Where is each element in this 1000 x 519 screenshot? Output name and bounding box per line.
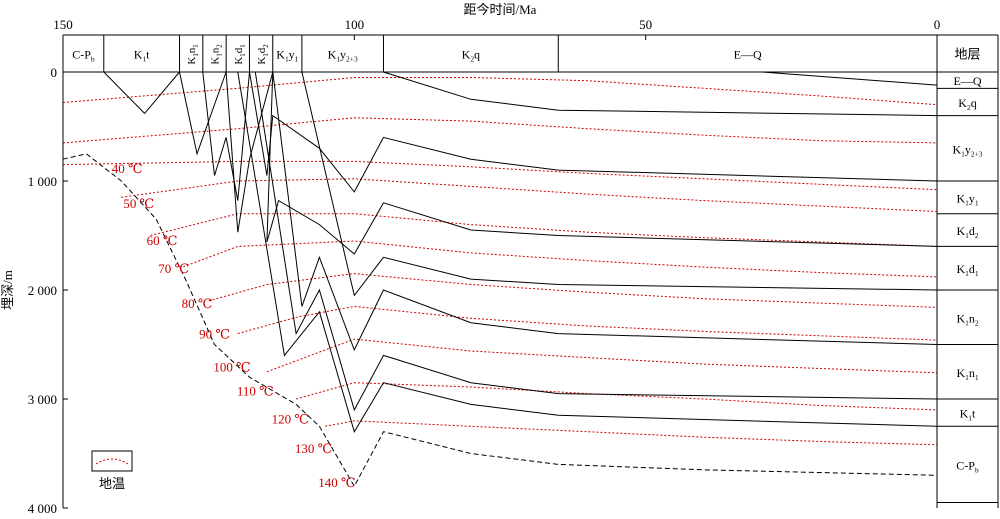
isotherm-label: 90 ℃ xyxy=(199,327,230,342)
isotherm-layer xyxy=(62,77,938,446)
isotherm-line xyxy=(208,273,938,308)
isotherm-label: 80 ℃ xyxy=(182,296,213,311)
basement-burial-curve xyxy=(62,153,938,488)
isotherm-label: 140 ℃ xyxy=(318,475,355,490)
header-unit-label: K1d2 xyxy=(256,44,270,65)
isotherm-line xyxy=(62,160,938,191)
strata-unit-label: K1n1 xyxy=(956,366,978,382)
strata-unit-label: K1y1 xyxy=(956,191,978,207)
strata-unit-label: C-Pb xyxy=(956,458,979,474)
y-tick-label: 2 000 xyxy=(28,283,57,298)
y-axis-title: 埋深/m xyxy=(0,270,15,310)
burial-curve xyxy=(237,71,938,433)
strata-unit-label: K1d1 xyxy=(956,262,978,278)
strata-column: E—Q K2q K1y2+3 K1y1 K1d2 K1d1 K1n2 K1n1 K1t C-Pb xyxy=(937,74,998,504)
strata-unit-label: K1d2 xyxy=(956,224,978,240)
strata-unit-label: K1n2 xyxy=(956,311,978,327)
x-axis-title: 距今时间/Ma xyxy=(464,2,537,17)
burial-curve xyxy=(179,71,227,156)
y-tick-label: 0 xyxy=(51,65,58,80)
burial-curve xyxy=(383,71,938,117)
isotherm-label: 100 ℃ xyxy=(213,359,250,374)
burial-curve xyxy=(266,71,938,255)
isotherm-line xyxy=(237,305,938,341)
stratigraphic-header: C-Pb K1t K1n1 K1n2 K1d1 K1d2 K1y1 K1y2+3 K2q E—Q 地… xyxy=(72,35,981,72)
legend-label: 地温 xyxy=(99,476,125,491)
header-unit-label: K2q xyxy=(462,48,480,64)
isotherm-label: 110 ℃ xyxy=(237,383,274,398)
legend-box xyxy=(91,450,133,472)
isotherm-line xyxy=(325,420,938,446)
strata-unit-label: K1y2+3 xyxy=(952,142,982,158)
header-unit-label: K1y1 xyxy=(276,48,298,64)
isotherm-line xyxy=(121,178,938,212)
burial-curve xyxy=(254,71,938,412)
burial-curve xyxy=(301,71,938,297)
axis-ticks: 150 100 50 0 0 1 000 2 000 3 000 4 000 xyxy=(28,17,941,516)
isotherm-line xyxy=(179,240,938,278)
legend: 地温 xyxy=(91,450,133,491)
isotherm-label: 50 ℃ xyxy=(123,196,154,211)
isotherm-label: 70 ℃ xyxy=(158,261,189,276)
header-unit-label: K1n1 xyxy=(186,44,200,64)
strata-unit-label: K1t xyxy=(960,407,976,423)
burial-curve xyxy=(225,71,274,233)
frame-layer xyxy=(62,34,999,508)
strata-unit-label: E—Q xyxy=(954,74,982,88)
burial-curve xyxy=(103,71,180,115)
y-tick-label: 3 000 xyxy=(28,392,57,407)
header-unit-label: K1t xyxy=(134,48,150,64)
burial-curve xyxy=(202,71,250,201)
isotherm-label: 120 ℃ xyxy=(272,412,309,427)
header-unit-label: E—Q xyxy=(734,48,762,62)
header-unit-label: C-Pb xyxy=(72,48,95,64)
y-tick-label: 4 000 xyxy=(28,501,57,516)
y-tick-label: 1 000 xyxy=(28,174,57,189)
isotherm-label: 60 ℃ xyxy=(147,233,178,248)
header-unit-label: K1n2 xyxy=(209,44,223,65)
x-tick-label: 100 xyxy=(345,17,365,32)
burial-curve xyxy=(272,71,938,352)
strata-header-label: 地层 xyxy=(954,47,980,62)
isotherm-labels: 40 ℃ 50 ℃ 60 ℃ 70 ℃ 80 ℃ 90 ℃ 100 ℃ 110 ℃ 120 ℃ 1… xyxy=(112,161,356,490)
header-unit-label: K1y2+3 xyxy=(328,48,358,64)
x-tick-label: 0 xyxy=(934,17,941,32)
legend-isotherm-sample xyxy=(95,458,129,465)
x-tick-label: 150 xyxy=(53,17,73,32)
burial-curve xyxy=(558,71,938,86)
isotherm-line xyxy=(62,77,938,106)
isotherm-label: 130 ℃ xyxy=(295,441,332,456)
header-unit-label: K1d1 xyxy=(233,44,247,64)
burial-curve-layer xyxy=(62,71,938,488)
x-tick-label: 50 xyxy=(639,17,652,32)
isotherm-line xyxy=(150,213,938,247)
isotherm-label: 40 ℃ xyxy=(112,161,143,176)
strata-unit-label: K2q xyxy=(958,96,976,112)
isotherm-line xyxy=(266,338,938,374)
isotherm-line xyxy=(295,382,938,411)
burial-curve xyxy=(249,71,938,193)
